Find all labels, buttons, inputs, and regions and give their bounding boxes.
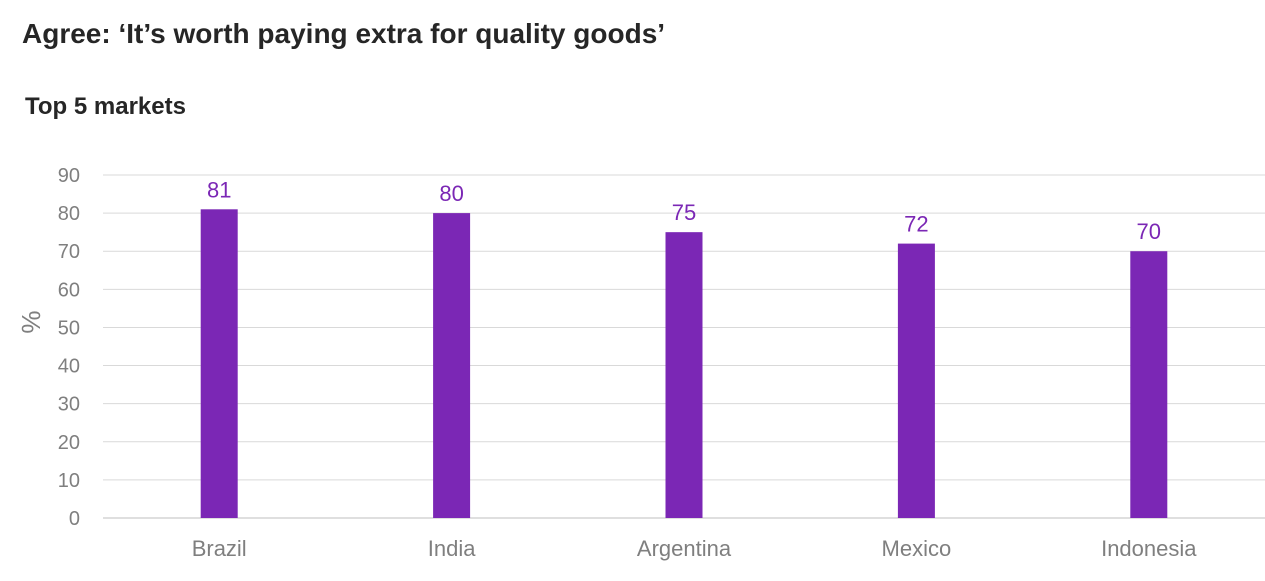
y-tick-label: 0 (69, 508, 80, 530)
x-tick-label: Mexico (882, 536, 952, 561)
bar-argentina (665, 232, 703, 518)
data-label: 70 (1137, 219, 1161, 244)
y-tick-label: 30 (58, 394, 80, 416)
x-tick-label: Indonesia (1101, 536, 1197, 561)
chart-title: Agree: ‘It’s worth paying extra for qual… (22, 18, 666, 49)
data-label: 81 (207, 177, 231, 202)
y-tick-label: 40 (58, 356, 80, 378)
y-axis-ticks: 0 10 20 30 40 50 60 70 80 90 (58, 165, 80, 530)
data-label: 75 (672, 200, 696, 225)
y-tick-label: 90 (58, 165, 80, 187)
bar-india (433, 213, 471, 518)
x-tick-label: India (428, 536, 476, 561)
data-label: 72 (904, 212, 928, 237)
y-tick-label: 80 (58, 203, 80, 225)
data-label: 80 (439, 181, 463, 206)
y-axis-label: % (16, 310, 46, 333)
y-tick-label: 50 (58, 317, 80, 339)
y-tick-label: 60 (58, 279, 80, 301)
x-tick-label: Argentina (637, 536, 732, 561)
x-tick-label: Brazil (192, 536, 247, 561)
y-tick-label: 70 (58, 241, 80, 263)
bar-brazil (200, 209, 238, 519)
bars (200, 209, 1168, 519)
chart-subtitle: Top 5 markets (25, 93, 186, 120)
data-labels: 81 80 75 72 70 (207, 177, 1161, 244)
y-tick-label: 10 (58, 470, 80, 492)
bar-indonesia (1130, 251, 1168, 518)
x-axis-labels: Brazil India Argentina Mexico Indonesia (192, 536, 1198, 561)
bar-mexico (897, 243, 935, 518)
y-tick-label: 20 (58, 432, 80, 454)
